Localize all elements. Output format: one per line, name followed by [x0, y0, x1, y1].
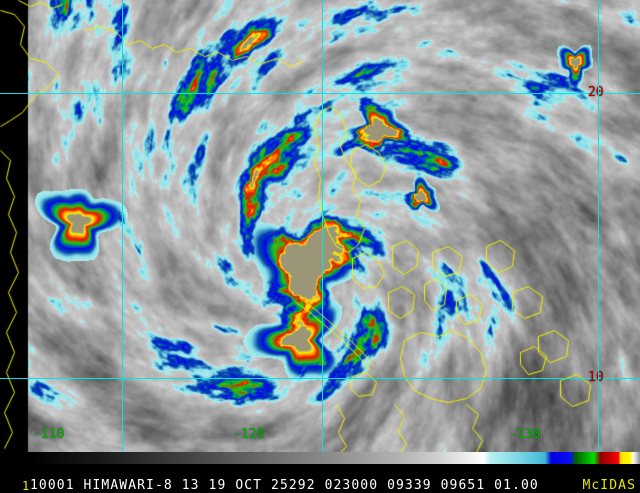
image-info-line: 10001 HIMAWARI-8 13 19 OCT 25292 023000 …	[30, 478, 539, 493]
status-bar: 1 10001 HIMAWARI-8 13 19 OCT 25292 02300…	[0, 452, 640, 493]
colorbar-tick-label: 1	[22, 479, 30, 493]
satellite-image-panel[interactable]: 20 10 -110 -120 -130	[0, 0, 640, 452]
satellite-infrared-image[interactable]	[0, 0, 640, 452]
color-enhancement-bar	[28, 452, 640, 464]
status-text-row: 1 10001 HIMAWARI-8 13 19 OCT 25292 02300…	[0, 465, 640, 493]
mcidas-branding: McIDAS	[582, 478, 636, 493]
